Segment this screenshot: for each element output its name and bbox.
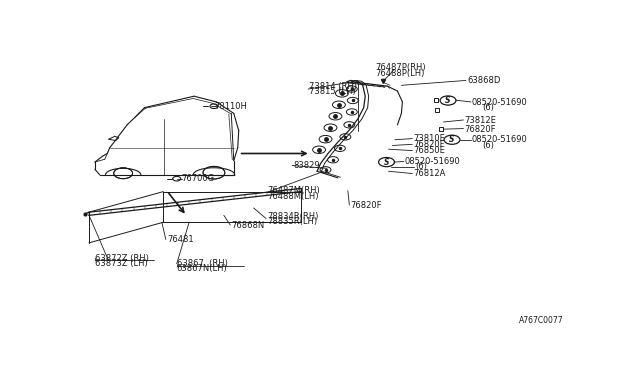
Text: S: S <box>445 96 451 105</box>
Text: 76487P(RH): 76487P(RH) <box>375 63 426 72</box>
Text: 63872Z (RH): 63872Z (RH) <box>95 254 148 263</box>
Text: (6): (6) <box>415 163 427 171</box>
Text: 08520-51690: 08520-51690 <box>405 157 461 166</box>
Text: (6): (6) <box>482 103 493 112</box>
Text: 76488P(LH): 76488P(LH) <box>375 69 424 78</box>
Text: 76812A: 76812A <box>413 169 445 178</box>
Text: 73815 (LH): 73815 (LH) <box>309 87 356 96</box>
Text: A767C0077: A767C0077 <box>519 316 564 325</box>
Text: 78110H: 78110H <box>214 102 247 111</box>
Text: 78835R(LH): 78835R(LH) <box>268 218 317 227</box>
Text: 73814 (RH): 73814 (RH) <box>309 82 357 91</box>
Text: 76850E: 76850E <box>413 146 445 155</box>
Text: 73810E: 73810E <box>413 134 445 143</box>
Text: 76487M(RH): 76487M(RH) <box>268 186 320 195</box>
Text: 76820F: 76820F <box>413 140 445 149</box>
Text: 63867  (RH): 63867 (RH) <box>177 259 228 268</box>
Text: 78834R(RH): 78834R(RH) <box>268 212 319 221</box>
Circle shape <box>203 166 225 179</box>
Text: 76488M(LH): 76488M(LH) <box>268 192 319 201</box>
Text: 08520-51690: 08520-51690 <box>472 135 527 144</box>
Text: S: S <box>449 135 455 144</box>
Text: 76700G: 76700G <box>182 174 215 183</box>
Circle shape <box>114 168 132 179</box>
Text: 63867N(LH): 63867N(LH) <box>177 264 227 273</box>
Text: 63868D: 63868D <box>467 76 500 85</box>
Text: 76868N: 76868N <box>231 221 264 230</box>
Text: (6): (6) <box>482 141 493 150</box>
Text: 76820F: 76820F <box>350 201 382 209</box>
Text: 73812E: 73812E <box>465 116 496 125</box>
Text: S: S <box>384 158 389 167</box>
Text: 76820F: 76820F <box>465 125 496 134</box>
Text: 83829: 83829 <box>293 161 320 170</box>
Text: 76481: 76481 <box>167 235 193 244</box>
Text: 63873Z (LH): 63873Z (LH) <box>95 259 148 268</box>
Text: 08520-51690: 08520-51690 <box>472 98 527 107</box>
